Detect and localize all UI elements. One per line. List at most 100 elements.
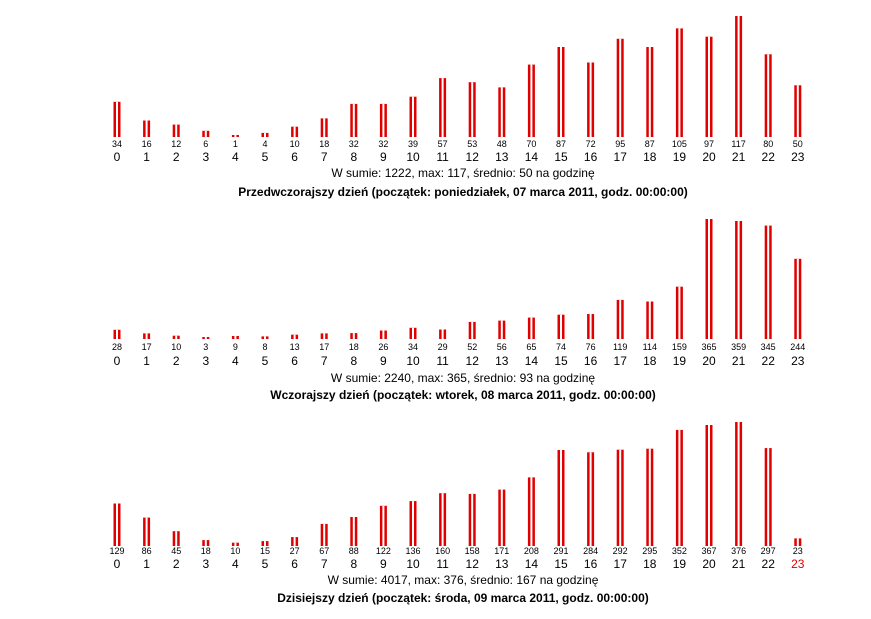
- hour-label-22: 22: [762, 150, 776, 164]
- bar-hour-0: [113, 329, 121, 339]
- bar-hour-16: [587, 452, 595, 546]
- value-label-hour-20: 97: [704, 139, 714, 149]
- bar-hour-23: [794, 538, 802, 546]
- value-label-hour-5: 4: [262, 139, 267, 149]
- bar-hour-8: [350, 333, 358, 339]
- value-label-hour-19: 159: [672, 342, 687, 352]
- value-label-hour-19: 105: [672, 139, 687, 149]
- hour-label-5: 5: [262, 557, 269, 571]
- bar-hour-3: [202, 337, 210, 339]
- bar-hour-22: [764, 54, 772, 137]
- value-label-hour-17: 292: [613, 546, 628, 556]
- chart-caption: Dzisiejszy dzień (początek: środa, 09 ma…: [277, 591, 649, 605]
- hour-label-8: 8: [350, 150, 357, 164]
- bar-hour-22: [764, 448, 772, 546]
- hour-label-7: 7: [321, 557, 328, 571]
- hour-label-10: 10: [406, 354, 420, 368]
- hour-label-0: 0: [114, 354, 121, 368]
- hour-label-4: 4: [232, 557, 239, 571]
- bar-hour-1: [143, 120, 151, 137]
- bar-hour-10: [409, 501, 417, 546]
- bar-hour-21: [735, 16, 743, 137]
- bar-chart-day-before-yesterday: 3401611226314451061873283293910571153124…: [112, 16, 805, 164]
- hour-label-12: 12: [466, 557, 480, 571]
- bar-hour-18: [646, 301, 654, 339]
- bar-hour-20: [705, 425, 713, 546]
- value-label-hour-7: 67: [319, 546, 329, 556]
- bar-hour-20: [705, 36, 713, 138]
- hour-label-10: 10: [406, 150, 420, 164]
- bar-hour-15: [557, 314, 565, 339]
- hour-label-20: 20: [702, 557, 716, 571]
- value-label-hour-4: 1: [233, 139, 238, 149]
- value-label-hour-20: 367: [701, 546, 716, 556]
- hour-label-14: 14: [525, 354, 539, 368]
- bar-hour-5: [261, 336, 269, 339]
- value-label-hour-9: 26: [378, 342, 388, 352]
- chart-summary: W sumie: 2240, max: 365, średnio: 93 na …: [330, 371, 596, 385]
- hour-label-15: 15: [554, 150, 568, 164]
- bar-hour-18: [646, 448, 654, 546]
- bar-hour-13: [498, 87, 506, 137]
- hour-label-16: 16: [584, 557, 598, 571]
- hour-label-2: 2: [173, 557, 180, 571]
- value-label-hour-16: 76: [586, 342, 596, 352]
- hour-label-4: 4: [232, 354, 239, 368]
- bar-hour-4: [231, 542, 239, 546]
- bar-hour-5: [261, 132, 269, 137]
- value-label-hour-2: 45: [171, 546, 181, 556]
- bar-hour-10: [409, 327, 417, 339]
- chart-panel-today: 129 0 86 1 45 2 18 3 10 4 15 5 27 6 67 7 88 8 122 9 136 10 160…: [0, 410, 871, 615]
- hour-label-7: 7: [321, 354, 328, 368]
- bar-hour-23: [794, 85, 802, 137]
- bar-chart-today: 1290861452183104155276677888122913610160…: [109, 422, 805, 571]
- value-label-hour-6: 13: [290, 342, 300, 352]
- value-label-hour-12: 158: [465, 546, 480, 556]
- bar-hour-19: [675, 28, 683, 137]
- value-label-hour-15: 291: [553, 546, 568, 556]
- bar-hour-0: [113, 101, 121, 137]
- bar-hour-6: [291, 334, 299, 339]
- bar-hour-9: [379, 330, 387, 339]
- hour-label-2: 2: [173, 354, 180, 368]
- value-label-hour-5: 15: [260, 546, 270, 556]
- hour-label-20: 20: [702, 150, 716, 164]
- value-label-hour-7: 18: [319, 139, 329, 149]
- bar-hour-14: [527, 477, 535, 546]
- hour-label-3: 3: [202, 557, 209, 571]
- bar-hour-21: [735, 422, 743, 546]
- value-label-hour-8: 18: [349, 342, 359, 352]
- value-label-hour-1: 16: [142, 139, 152, 149]
- hour-label-21: 21: [732, 354, 746, 368]
- hour-label-12: 12: [466, 354, 480, 368]
- hour-label-7: 7: [321, 150, 328, 164]
- hour-label-6: 6: [291, 354, 298, 368]
- chart-panel-day-before-yesterday: 34 0 16 1 12 2 6 3 1 4 4 5 10 6 18 7 32 8 32 9 39 10 57 11 53 12 4…: [0, 0, 871, 205]
- value-label-hour-5: 8: [262, 342, 267, 352]
- value-label-hour-3: 3: [203, 342, 208, 352]
- value-label-hour-0: 28: [112, 342, 122, 352]
- value-label-hour-21: 117: [731, 139, 745, 149]
- value-label-hour-0: 129: [109, 546, 124, 556]
- bar-hour-14: [527, 317, 535, 339]
- chart-summary: W sumie: 4017, max: 376, średnio: 167 na…: [327, 573, 599, 587]
- bar-hour-17: [616, 38, 624, 137]
- hour-label-11: 11: [436, 150, 449, 164]
- value-label-hour-23: 50: [793, 139, 803, 149]
- bar-hour-2: [172, 531, 180, 546]
- value-label-hour-15: 74: [556, 342, 566, 352]
- hour-label-17: 17: [614, 557, 628, 571]
- hour-label-0: 0: [114, 150, 121, 164]
- bar-hour-1: [143, 333, 151, 339]
- value-label-hour-14: 208: [524, 546, 539, 556]
- hour-label-14: 14: [525, 557, 539, 571]
- bar-hour-2: [172, 335, 180, 339]
- hour-label-19: 19: [673, 557, 687, 571]
- hour-label-13: 13: [495, 354, 509, 368]
- value-label-hour-17: 119: [613, 342, 627, 352]
- value-label-hour-22: 80: [763, 139, 773, 149]
- value-label-hour-3: 18: [201, 546, 211, 556]
- hour-label-15: 15: [554, 354, 568, 368]
- value-label-hour-15: 87: [556, 139, 566, 149]
- bar-hour-15: [557, 47, 565, 137]
